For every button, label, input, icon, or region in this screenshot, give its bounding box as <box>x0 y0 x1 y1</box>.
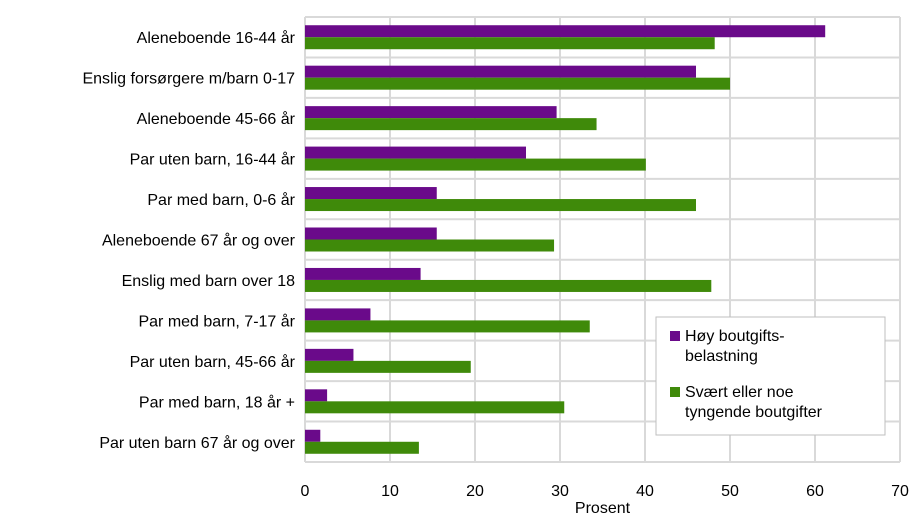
bar <box>305 389 328 402</box>
bar <box>305 429 321 442</box>
bar <box>305 441 419 454</box>
x-tick-label: 0 <box>301 483 310 500</box>
bar <box>305 239 555 252</box>
x-tick-labels: 0 10 20 30 40 50 60 70 <box>301 483 909 500</box>
legend-label: Høy boutgifts- <box>685 328 785 345</box>
x-axis-title: Prosent <box>575 500 631 515</box>
legend-swatch <box>670 387 680 397</box>
x-tick-label: 60 <box>806 483 824 500</box>
bar <box>305 65 696 78</box>
grid <box>304 16 901 463</box>
x-tick-label: 10 <box>381 483 399 500</box>
legend-box <box>655 316 886 436</box>
bar <box>305 279 712 292</box>
category-label: Par med barn, 0-6 år <box>147 191 295 209</box>
x-tick-label: 50 <box>721 483 739 500</box>
category-label: Par uten barn, 45-66 år <box>130 353 296 371</box>
x-tick-label: 20 <box>466 483 484 500</box>
x-tick-label: 30 <box>551 483 569 500</box>
bar <box>305 360 471 373</box>
category-label: Par uten barn 67 år og over <box>99 434 295 452</box>
x-tick-label: 70 <box>891 483 909 500</box>
x-tick-label: 40 <box>636 483 654 500</box>
category-label: Par med barn, 7-17 år <box>138 312 295 330</box>
bar <box>305 199 696 212</box>
bar <box>305 146 526 159</box>
legend-swatch <box>670 331 680 341</box>
legend-label: Svært eller noe <box>685 384 794 401</box>
bar <box>305 118 597 131</box>
bar <box>305 267 421 280</box>
category-labels: Aleneboende 16-44 år Enslig forsørgere m/… <box>82 29 295 452</box>
bar <box>305 37 715 50</box>
category-label: Par med barn, 18 år + <box>139 393 295 411</box>
legend-label: tyngende boutgifter <box>685 404 823 421</box>
legend: Høy boutgifts-belastning Svært eller noe t… <box>655 316 886 436</box>
bar <box>305 106 557 119</box>
category-label: Enslig med barn over 18 <box>122 273 296 290</box>
bars <box>305 25 826 454</box>
bar <box>305 77 730 90</box>
category-label: Enslig forsørgere m/barn 0-17 <box>82 71 295 88</box>
bar <box>305 187 437 200</box>
bar <box>305 227 437 240</box>
category-label: Aleneboende 16-44 år <box>137 29 296 47</box>
category-label: Aleneboende 67 år og over <box>102 232 296 250</box>
bar <box>305 348 354 361</box>
bar <box>305 320 590 333</box>
category-label: Par uten barn, 16-44 år <box>130 151 296 169</box>
bar <box>305 25 826 38</box>
bar <box>305 308 371 321</box>
bar <box>305 158 646 171</box>
category-label: Aleneboende 45-66 år <box>137 110 296 128</box>
bar <box>305 401 565 414</box>
legend-label: belastning <box>685 348 758 365</box>
